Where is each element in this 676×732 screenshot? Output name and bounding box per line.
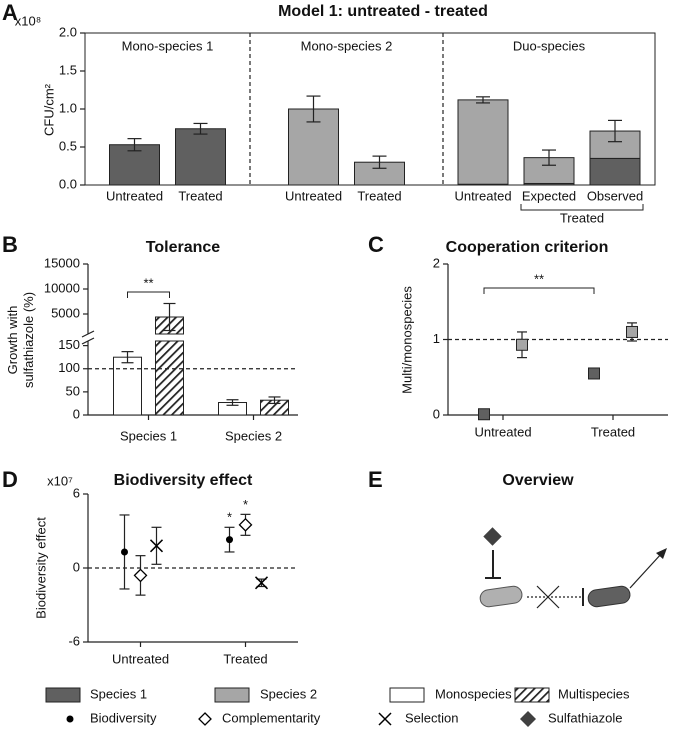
x-tick-label: Untreated [474,424,531,439]
x-tick-label: Observed [587,188,643,203]
y-tick-label: 1 [433,331,440,346]
y-tick-label: 0.0 [59,176,77,191]
marker [121,548,128,556]
bar [457,99,509,185]
marker [626,325,638,338]
legend-label: Multispecies [558,686,630,701]
marker [133,568,148,583]
marker [254,576,269,590]
y-tick-label: 1.5 [59,62,77,77]
x-tick-label: Treated [357,188,401,203]
overview-diagram [479,527,667,609]
y-tick-label: 150 [58,337,80,352]
bar [589,157,641,186]
axis-break [81,330,95,338]
y-axis-label: CFU/cm² [41,83,56,136]
significance-bracket [483,287,595,294]
x-tick-label: Treated [223,651,267,666]
y-tick-label: 2 [433,255,440,270]
group-label: Mono-species 1 [122,38,214,53]
y-axis-label: Biodiversity effect [33,517,48,619]
legend-label: Selection [405,710,458,725]
significance-label: ** [534,271,544,286]
legend-label: Monospecies [435,686,512,701]
group-label: Duo-species [513,38,586,53]
significance-label: * [227,510,232,525]
x-tick-label: Expected [522,188,576,203]
legend-label: Complementarity [222,710,321,725]
y-axis-label-line: sulfathiazole (%) [21,292,36,388]
bracket-label: Treated [560,210,604,225]
y-axis-label: Growth withsulfathiazole (%) [5,292,36,388]
legend-label: Species 2 [260,686,317,701]
legend-label: Sulfathiazole [548,710,622,725]
x-tick-label: Untreated [285,188,342,203]
chart-title: Overview [502,472,574,489]
x-tick-label: Species 2 [225,428,282,443]
chart-title: Biodiversity effect [114,472,253,489]
panel-letter: E [368,467,383,492]
x-tick-label: Species 1 [120,428,177,443]
chart-title: Cooperation criterion [446,239,609,256]
significance-bracket [127,291,170,298]
y-tick-label: 0 [73,559,80,574]
y-tick-label: 10000 [44,280,80,295]
significance-label: ** [143,275,153,290]
category-bracket [520,204,644,211]
legend-swatch [389,687,425,703]
y-tick-label: 0.5 [59,138,77,153]
panel-letter: A [2,0,18,25]
y-scale-label: x10⁷ [47,473,73,488]
chart-title: Tolerance [146,239,221,256]
y-tick-label: 1.0 [59,100,77,115]
x-tick-label: Treated [591,424,635,439]
x-tick-label: Untreated [106,188,163,203]
panel-letter: B [2,232,18,257]
y-axis-label: Multi/monospecies [399,286,414,394]
legend-swatch [198,712,212,726]
panel-letter: D [2,467,18,492]
marker [516,338,528,351]
x-tick-label: Untreated [454,188,511,203]
bar [113,356,142,416]
y-tick-label: 15000 [44,255,80,270]
y-tick-label: 5000 [51,305,80,320]
y-tick-label: 100 [58,360,80,375]
y-tick-label: 2.0 [59,24,77,39]
bar [155,340,184,416]
marker [226,536,233,544]
chart-title: Model 1: untreated - treated [278,3,488,20]
legend-swatch [214,687,250,703]
legend-swatch [514,687,550,703]
bar [175,128,226,186]
marker [588,367,600,380]
y-tick-label: 0 [73,406,80,421]
marker [149,539,164,553]
y-axis-label-line: Growth with [5,306,20,375]
axis-break [81,337,95,345]
panel-letter: C [368,232,384,257]
y-scale-label: x10⁸ [15,13,41,28]
legend-label: Species 1 [90,686,147,701]
y-tick-label: -6 [68,633,80,648]
legend-swatch [66,715,74,723]
y-tick-label: 50 [66,383,80,398]
legend-swatch [378,712,392,726]
y-tick-label: 0 [433,406,440,421]
group-label: Mono-species 2 [301,38,393,53]
y-tick-label: 6 [73,485,80,500]
legend-swatch [520,711,536,727]
legend-swatch [45,687,81,703]
x-tick-label: Treated [178,188,222,203]
marker [478,408,490,421]
significance-label: * [243,497,248,512]
marker [238,517,253,532]
x-tick-label: Untreated [112,651,169,666]
legend-label: Biodiversity [90,710,157,725]
